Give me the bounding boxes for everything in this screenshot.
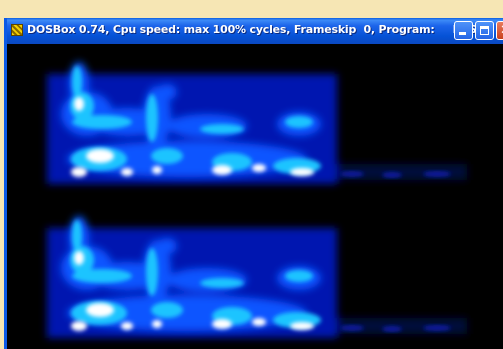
spectrogram-display [7, 44, 503, 349]
minimize-icon [459, 32, 466, 35]
title-bar[interactable]: DOSBox 0.74, Cpu speed: max 100% cycles,… [7, 18, 503, 44]
window-title: DOSBox 0.74, Cpu speed: max 100% cycles,… [27, 23, 477, 36]
minimize-button[interactable] [454, 21, 473, 40]
dosbox-window[interactable]: DOSBox 0.74, Cpu speed: max 100% cycles,… [4, 18, 503, 349]
maximize-icon [480, 26, 489, 35]
dos-screen[interactable] [7, 44, 503, 349]
dosbox-icon[interactable] [11, 24, 23, 36]
close-icon: ✕ [497, 22, 503, 39]
close-button[interactable]: ✕ [496, 21, 503, 40]
maximize-button[interactable] [475, 21, 494, 40]
